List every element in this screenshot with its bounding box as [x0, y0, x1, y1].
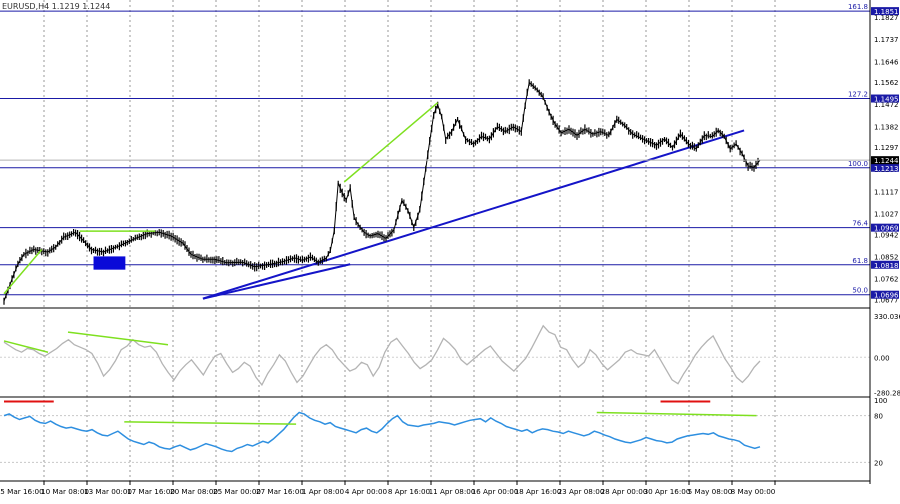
price-tick-label: 1.0762	[874, 276, 899, 284]
cci-series	[3, 324, 761, 387]
rsi-axis: 100 80 20	[874, 397, 887, 467]
price-grid	[43, 0, 776, 481]
fib-price-badge-label: 1.1213	[874, 165, 899, 173]
x-tick-label: 8 Apr 16:00	[388, 487, 431, 496]
price-candles	[3, 79, 759, 305]
cci-divergence-line	[3, 340, 49, 353]
fib-levels: 161.8 127.2 100.0 76.4 61.8 50.0	[0, 3, 870, 296]
fib-price-badge-label: 1.0818	[874, 262, 899, 270]
x-tick-label: 4 Apr 00:00	[345, 487, 388, 496]
fib-level-label: 100.0	[848, 160, 868, 168]
current-price-label: 1.1244	[874, 157, 899, 165]
price-tick-label: 1.0677	[874, 296, 899, 304]
x-tick-label: 20 Mar 08:00	[170, 487, 218, 496]
rsi-tick-label: 80	[874, 413, 883, 421]
cci-divergence-line	[67, 331, 169, 346]
current-price-badge	[871, 156, 899, 165]
x-tick-label: 8 May 00:00	[731, 487, 776, 496]
fib-price-badge	[871, 163, 899, 172]
price-tick-label: 1.1382	[874, 123, 899, 131]
price-series	[3, 79, 761, 305]
fib-price-badge	[871, 260, 899, 269]
fib-price-badge	[871, 94, 899, 103]
cci-tick-label: -280.284	[874, 389, 900, 397]
price-tick-label: 1.1646	[874, 58, 899, 66]
x-tick-label: 18 Apr 16:00	[515, 487, 562, 496]
rsi-series	[3, 400, 761, 453]
x-tick-label: 28 Apr 00:00	[601, 487, 648, 496]
price-line	[3, 81, 761, 302]
fib-price-badge-label: 1.1851	[874, 8, 899, 16]
x-tick-label: 5 Mar 16:00	[0, 487, 44, 496]
rsi-divergence-line	[124, 421, 297, 425]
cci-tick-label: 330.0361	[874, 313, 900, 321]
fib-price-badge	[871, 223, 899, 232]
price-tick-label: 1.0852	[874, 253, 899, 261]
fib-price-badge	[871, 290, 899, 299]
x-tick-label: 17 Mar 16:00	[127, 487, 175, 496]
x-tick-label: 23 Apr 08:00	[558, 487, 605, 496]
fib-level-label: 61.8	[852, 257, 868, 265]
price-divergence-line	[343, 102, 439, 183]
cci-tick-label: 0.00	[874, 354, 890, 362]
fib-price-badge-label: 1.0969	[874, 225, 899, 233]
trend-lines	[202, 129, 745, 300]
x-tick-label: 5 May 08:00	[688, 487, 733, 496]
zone-box	[93, 256, 126, 270]
x-tick-label: 30 Apr 16:00	[644, 487, 691, 496]
price-divergence-line	[3, 249, 43, 295]
x-tick-label: 13 Mar 00:00	[84, 487, 132, 496]
price-tick-label: 1.1297	[874, 144, 899, 152]
x-tick-label: 27 Mar 16:00	[256, 487, 304, 496]
cci-line	[3, 324, 761, 387]
price-panel: EURUSD,H4 1.1219 1.1244	[0, 2, 870, 309]
fib-price-badge-label: 1.0696	[874, 292, 899, 300]
price-tick-label: 1.1562	[874, 79, 899, 87]
price-tick-label: 1.1737	[874, 36, 899, 44]
x-tick-label: 16 Apr 00:00	[472, 487, 519, 496]
rsi-tick-label: 20	[874, 459, 883, 467]
x-tick-label: 10 Mar 08:00	[41, 487, 89, 496]
fib-level-label: 161.8	[848, 3, 868, 11]
x-tick-label: 25 Mar 00:00	[213, 487, 261, 496]
rsi-tick-label: 100	[874, 397, 887, 405]
symbol-info: EURUSD,H4 1.1219 1.1244	[2, 2, 110, 11]
x-tick-label: 11 Apr 08:00	[429, 487, 476, 496]
price-tick-label: 1.1472	[874, 101, 899, 109]
rsi-line	[3, 411, 761, 453]
fib-level-label: 127.2	[848, 91, 868, 99]
price-axis: 1.1827 1.1737 1.1646 1.1562 1.1472 1.1382 1.12…	[0, 7, 899, 304]
price-tick-label: 1.1027	[874, 210, 899, 218]
cci-axis: 330.0361 0.00 -280.284	[874, 313, 900, 398]
price-tick-label: 1.1117	[874, 188, 899, 196]
fib-level-label: 76.4	[852, 220, 868, 228]
price-divergence-lines	[3, 102, 439, 295]
trend-line	[202, 263, 351, 300]
trend-line	[202, 129, 745, 300]
x-tick-label: 1 Apr 08:00	[302, 487, 345, 496]
fib-level-label: 50.0	[852, 287, 868, 295]
fib-price-badge	[871, 7, 899, 16]
fib-price-badge-label: 1.1495	[874, 96, 899, 104]
price-tick-label: 1.1827	[874, 14, 899, 22]
rsi-divergence-line	[596, 411, 757, 417]
price-tick-label: 1.0942	[874, 231, 899, 239]
